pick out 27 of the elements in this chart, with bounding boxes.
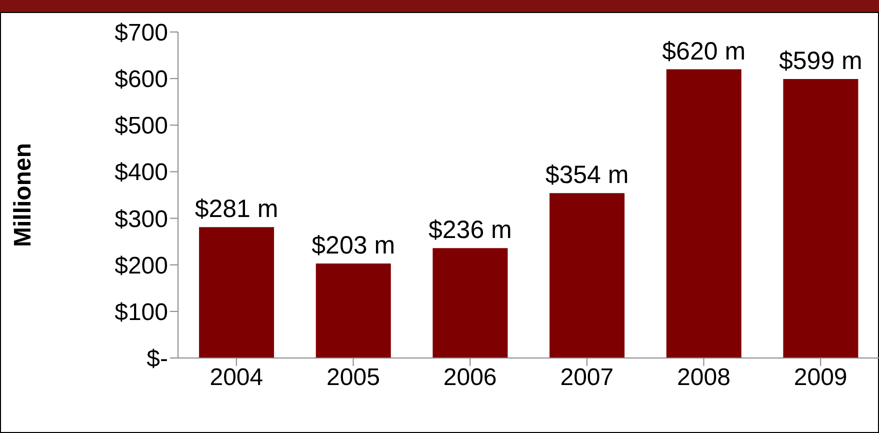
x-tick-label: 2009 xyxy=(794,364,848,392)
x-tick-label: 2007 xyxy=(560,364,614,392)
data-label: $203 m xyxy=(312,231,396,260)
y-tick-label: $100 xyxy=(114,298,168,326)
y-tick-label: $300 xyxy=(114,206,168,233)
y-tick-label: $700 xyxy=(114,20,168,47)
y-tick-label: $200 xyxy=(114,252,168,280)
y-tick-label: $600 xyxy=(114,66,168,94)
x-tick-label: 2005 xyxy=(326,364,380,392)
bar xyxy=(783,79,858,358)
data-label: $236 m xyxy=(428,216,512,244)
bar xyxy=(199,227,274,358)
y-tick-label: $500 xyxy=(114,112,168,140)
data-label: $354 m xyxy=(545,161,629,190)
data-label: $281 m xyxy=(194,195,278,224)
bar xyxy=(550,193,625,358)
x-tick-label: 2004 xyxy=(210,364,264,392)
y-tick-label: $- xyxy=(146,346,168,373)
x-tick-label: 2008 xyxy=(677,364,730,392)
y-axis-title: Millionen xyxy=(10,143,37,247)
bar xyxy=(432,248,508,358)
bar xyxy=(666,69,742,358)
x-tick-label: 2006 xyxy=(443,364,497,392)
data-label: $620 m xyxy=(662,37,746,66)
bar xyxy=(316,263,391,358)
data-label: $599 m xyxy=(779,47,862,76)
y-tick-label: $400 xyxy=(114,159,168,186)
